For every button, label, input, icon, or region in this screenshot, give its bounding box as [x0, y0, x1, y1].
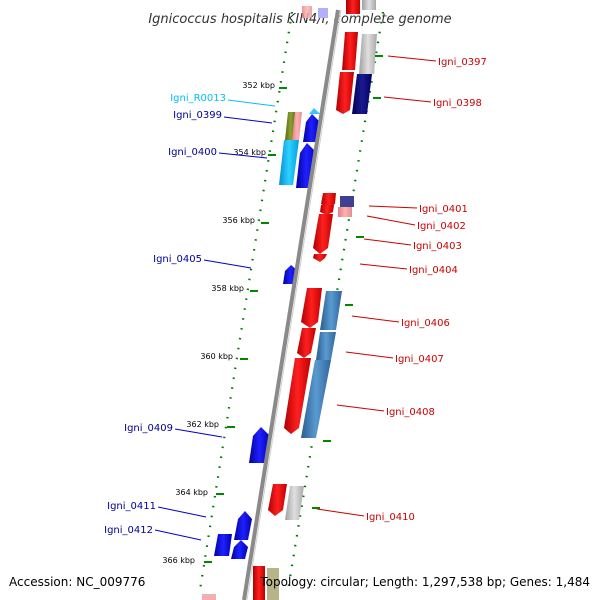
gene-igni-0397-partner: [359, 34, 377, 74]
leader-line: [157, 506, 207, 518]
leader-line: [359, 263, 408, 270]
gene-igni-0409: [249, 427, 270, 463]
gene-igni-0408: [284, 358, 311, 434]
leader-line: [154, 529, 202, 541]
gene-label-igni-0404[interactable]: Igni_0404: [409, 265, 458, 276]
gene-igni-0399: [303, 114, 320, 142]
gene-label-igni-0407[interactable]: Igni_0407: [395, 354, 444, 365]
gene-label-igni-0402[interactable]: Igni_0402: [417, 221, 466, 232]
gene-igni-0407-partner: [316, 332, 336, 360]
gene-bottom-red: [253, 566, 265, 600]
gene-igni-0408-partner: [301, 360, 331, 438]
gene-label-igni-0400[interactable]: Igni_0400: [168, 147, 217, 158]
gene-igni-0398: [336, 72, 354, 114]
gene-igni-0410-partner: [285, 486, 304, 520]
leader-line: [223, 116, 273, 124]
leader-line: [383, 96, 432, 103]
leader-line: [203, 259, 252, 269]
accession-label: Accession: NC_009776: [9, 575, 145, 589]
gene-igni-r0013: [309, 108, 320, 114]
kbp-label: 362 kbp: [186, 420, 219, 429]
gene-top-red: [346, 0, 360, 14]
gene-igni-0398-partner: [352, 74, 372, 114]
gene-igni-0407: [297, 328, 316, 358]
gene-igni-0412-partner: [231, 540, 248, 559]
map-title: Ignicoccus hospitalis KIN4/I, complete g…: [148, 12, 451, 27]
kbp-label: 364 kbp: [175, 488, 208, 497]
leader-line: [218, 152, 268, 159]
right-gene-labels: Igni_0397 Igni_0398 Igni_0401 Igni_0402 …: [316, 55, 487, 523]
gene-bottom-pink: [202, 594, 216, 600]
gene-label-igni-0412[interactable]: Igni_0412: [104, 525, 153, 536]
gene-igni-0401-partner: [340, 196, 354, 207]
gene-label-igni-0411[interactable]: Igni_0411: [107, 501, 156, 512]
leader-line: [351, 315, 400, 323]
leader-line: [387, 55, 437, 62]
gene-igni-0412: [214, 534, 232, 556]
gene-top-grey: [362, 0, 376, 10]
left-gene-labels: Igni_R0013 Igni_0399 Igni_0400 Igni_0405…: [104, 93, 276, 541]
gene-track: [202, 0, 377, 600]
gene-igni-0406: [301, 288, 322, 328]
leader-line: [366, 215, 416, 226]
leader-line: [227, 99, 276, 107]
leader-line: [363, 238, 412, 246]
gene-igni-0402-partner: [338, 207, 352, 217]
gene-label-igni-0405[interactable]: Igni_0405: [153, 254, 202, 265]
gene-igni-0403: [313, 214, 333, 254]
backbone-inner: [246, 9, 342, 600]
gene-label-igni-0408[interactable]: Igni_0408: [386, 407, 435, 418]
gene-igni-0411: [234, 511, 252, 540]
gene-label-igni-0409[interactable]: Igni_0409: [124, 423, 173, 434]
gene-label-igni-0399[interactable]: Igni_0399: [173, 110, 222, 121]
genome-backbone: [242, 9, 342, 600]
gene-igni-0401: [321, 193, 336, 208]
gene-label-igni-0403[interactable]: Igni_0403: [413, 241, 462, 252]
leader-line: [336, 404, 385, 412]
gene-label-igni-0410[interactable]: Igni_0410: [366, 512, 415, 523]
gene-igni-0404: [313, 254, 327, 262]
tick-marks: [204, 55, 383, 563]
kbp-label: 356 kbp: [222, 216, 255, 225]
kbp-label: 366 kbp: [162, 556, 195, 565]
gene-top-pink: [302, 6, 312, 18]
gene-igni-0410: [268, 484, 287, 516]
gene-bottom-olive: [267, 568, 279, 600]
gene-label-igni-0406[interactable]: Igni_0406: [401, 318, 450, 329]
gene-label-igni-0398[interactable]: Igni_0398: [433, 98, 482, 109]
kbp-label: 354 kbp: [233, 148, 266, 157]
kbp-labels: 352 kbp 354 kbp 356 kbp 358 kbp 360 kbp …: [162, 81, 275, 565]
leader-line: [316, 508, 365, 517]
kbp-label: 358 kbp: [211, 284, 244, 293]
gene-igni-0400-rna: [279, 140, 299, 185]
leader-line: [174, 428, 223, 438]
gene-top-blue: [318, 8, 328, 18]
kbp-label: 360 kbp: [200, 352, 233, 361]
topology-label: Topology: circular; Length: 1,297,538 bp…: [259, 575, 590, 589]
gene-label-igni-r0013[interactable]: Igni_R0013: [170, 93, 226, 104]
gene-label-igni-0397[interactable]: Igni_0397: [438, 57, 487, 68]
gene-igni-0406-partner: [320, 291, 342, 330]
gene-igni-0397: [342, 32, 358, 70]
leader-line: [368, 205, 418, 209]
gene-igni-0402: [320, 205, 334, 215]
leader-line: [345, 351, 394, 359]
gene-label-igni-0401[interactable]: Igni_0401: [419, 204, 468, 215]
kbp-label: 352 kbp: [242, 81, 275, 90]
backbone-outer: [242, 9, 340, 600]
gene-igni-0399-pink: [292, 112, 302, 140]
